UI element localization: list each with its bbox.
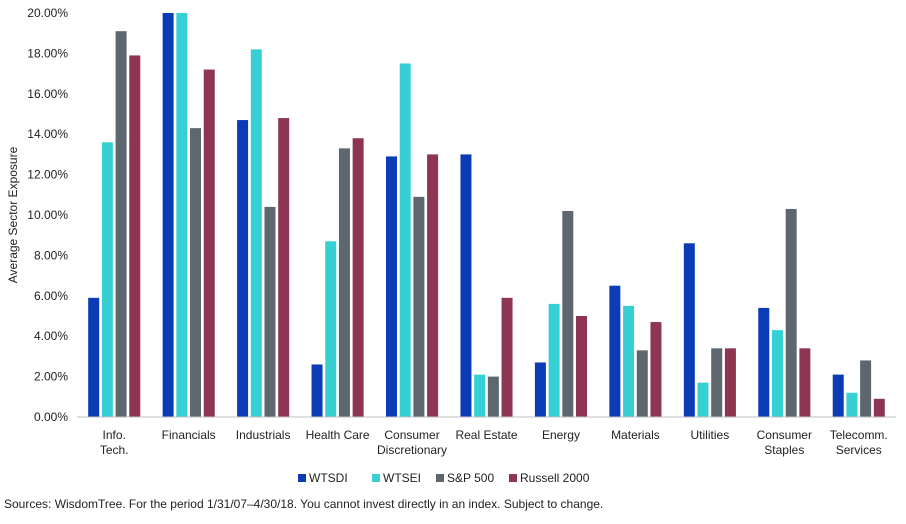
bar-wtsei-4 <box>399 63 411 417</box>
bar-wtsei-5 <box>474 374 486 417</box>
bar-s-p-500-5 <box>487 376 499 417</box>
y-tick-label: 14.00% <box>27 127 68 141</box>
bar-russell-2000-0 <box>129 55 141 418</box>
bar-wtsei-3 <box>325 241 337 417</box>
x-category-label-line: Materials <box>611 428 660 442</box>
y-tick-label: 16.00% <box>27 87 68 101</box>
x-category-label-line: Financials <box>162 428 216 442</box>
x-category-label-line: Consumer <box>757 428 812 442</box>
x-category-label: Health Care <box>306 428 370 442</box>
bar-wtsdi-8 <box>683 243 695 417</box>
bar-russell-2000-5 <box>501 297 513 417</box>
bar-s-p-500-0 <box>115 31 127 418</box>
y-tick-label: 0.00% <box>34 410 68 424</box>
bar-wtsdi-4 <box>386 156 397 418</box>
bar-wtsei-9 <box>771 330 783 417</box>
bar-s-p-500-6 <box>562 210 574 417</box>
bar-wtsei-8 <box>697 382 709 417</box>
bar-russell-2000-1 <box>203 69 215 417</box>
legend-label: Russell 2000 <box>520 471 590 485</box>
bar-russell-2000-9 <box>799 348 811 417</box>
bar-s-p-500-2 <box>264 206 276 417</box>
bar-wtsdi-5 <box>460 154 472 417</box>
bar-wtsdi-6 <box>534 362 546 417</box>
bar-s-p-500-8 <box>711 348 723 417</box>
bar-wtsei-0 <box>101 142 113 417</box>
bar-s-p-500-1 <box>190 128 202 417</box>
legend-label: WTSDI <box>309 471 348 485</box>
y-tick-label: 6.00% <box>34 289 68 303</box>
y-axis-title: Average Sector Exposure <box>6 146 20 283</box>
bar-wtsei-1 <box>176 13 188 417</box>
bar-s-p-500-4 <box>413 196 425 417</box>
x-category-label-line: Services <box>836 443 882 457</box>
x-category-label-line: Health Care <box>306 428 370 442</box>
source-note: Sources: WisdomTree. For the period 1/31… <box>4 497 604 511</box>
bar-wtsdi-2 <box>237 120 249 417</box>
y-tick-label: 2.00% <box>34 370 68 384</box>
x-category-label: Materials <box>611 428 660 442</box>
y-tick-label: 20.00% <box>27 6 68 20</box>
legend-swatch <box>509 474 517 482</box>
legend-swatch <box>436 474 444 482</box>
x-category-label-line: Telecomm. <box>830 428 888 442</box>
bar-russell-2000-2 <box>278 118 290 417</box>
bar-wtsdi-3 <box>311 364 323 417</box>
x-category-label-line: Discretionary <box>377 443 447 457</box>
bar-s-p-500-10 <box>860 360 872 417</box>
bar-russell-2000-3 <box>352 138 364 418</box>
bar-wtsei-10 <box>846 392 858 417</box>
x-category-label-line: Real Estate <box>455 428 517 442</box>
legend-label: S&P 500 <box>447 471 494 485</box>
bar-s-p-500-9 <box>785 208 797 417</box>
x-category-label: Consumer Staples <box>757 428 812 457</box>
x-category-label-line: Staples <box>764 443 804 457</box>
legend-swatch <box>298 474 306 482</box>
x-category-label-line: Utilities <box>691 428 730 442</box>
legend: WTSDI WTSEI S&P 500 Russell 2000 <box>298 471 590 485</box>
y-tick-label: 8.00% <box>34 248 68 262</box>
x-category-label: Consumer Discretionary <box>377 428 447 457</box>
y-tick-label: 10.00% <box>27 208 68 222</box>
bar-russell-2000-7 <box>650 322 662 417</box>
bar-wtsdi-10 <box>832 374 844 417</box>
x-category-label-line: Industrials <box>236 428 291 442</box>
x-category-label: Telecomm. Services <box>830 428 888 457</box>
x-category-label: Financials <box>162 428 216 442</box>
x-category-label: Real Estate <box>455 428 517 442</box>
bar-wtsdi-1 <box>162 13 174 417</box>
bar-s-p-500-3 <box>338 148 350 417</box>
bar-russell-2000-10 <box>873 398 885 417</box>
bar-wtsei-7 <box>623 305 635 417</box>
y-tick-label: 12.00% <box>27 168 68 182</box>
x-category-label: Industrials <box>236 428 291 442</box>
bar-wtsdi-7 <box>609 285 621 417</box>
bars <box>88 13 885 418</box>
bar-wtsei-2 <box>250 49 262 418</box>
x-category-label-line: Info. <box>103 428 126 442</box>
bar-wtsdi-9 <box>758 307 770 417</box>
x-category-label: Energy <box>542 428 580 442</box>
x-category-label: Utilities <box>691 428 730 442</box>
y-tick-label: 18.00% <box>27 46 68 60</box>
bar-russell-2000-6 <box>576 316 587 417</box>
x-category-label: Info. Tech. <box>100 428 129 457</box>
y-tick-label: 4.00% <box>34 329 68 343</box>
x-category-label-line: Consumer <box>384 428 439 442</box>
bar-russell-2000-4 <box>427 154 439 417</box>
legend-swatch <box>372 474 380 482</box>
x-category-label-line: Tech. <box>100 443 129 457</box>
x-axis-labels: Info. Tech. Financials Industrials Health Ca… <box>100 428 888 457</box>
bar-s-p-500-7 <box>636 350 648 417</box>
bar-wtsdi-0 <box>88 297 100 417</box>
y-axis-ticks: 0.00% 2.00% 4.00% 6.00% 8.00% 10.00% 12.00% 14.… <box>27 6 68 424</box>
legend-label: WTSEI <box>383 471 421 485</box>
x-category-label-line: Energy <box>542 428 580 442</box>
bar-russell-2000-8 <box>724 348 736 417</box>
bar-wtsei-6 <box>548 303 560 417</box>
